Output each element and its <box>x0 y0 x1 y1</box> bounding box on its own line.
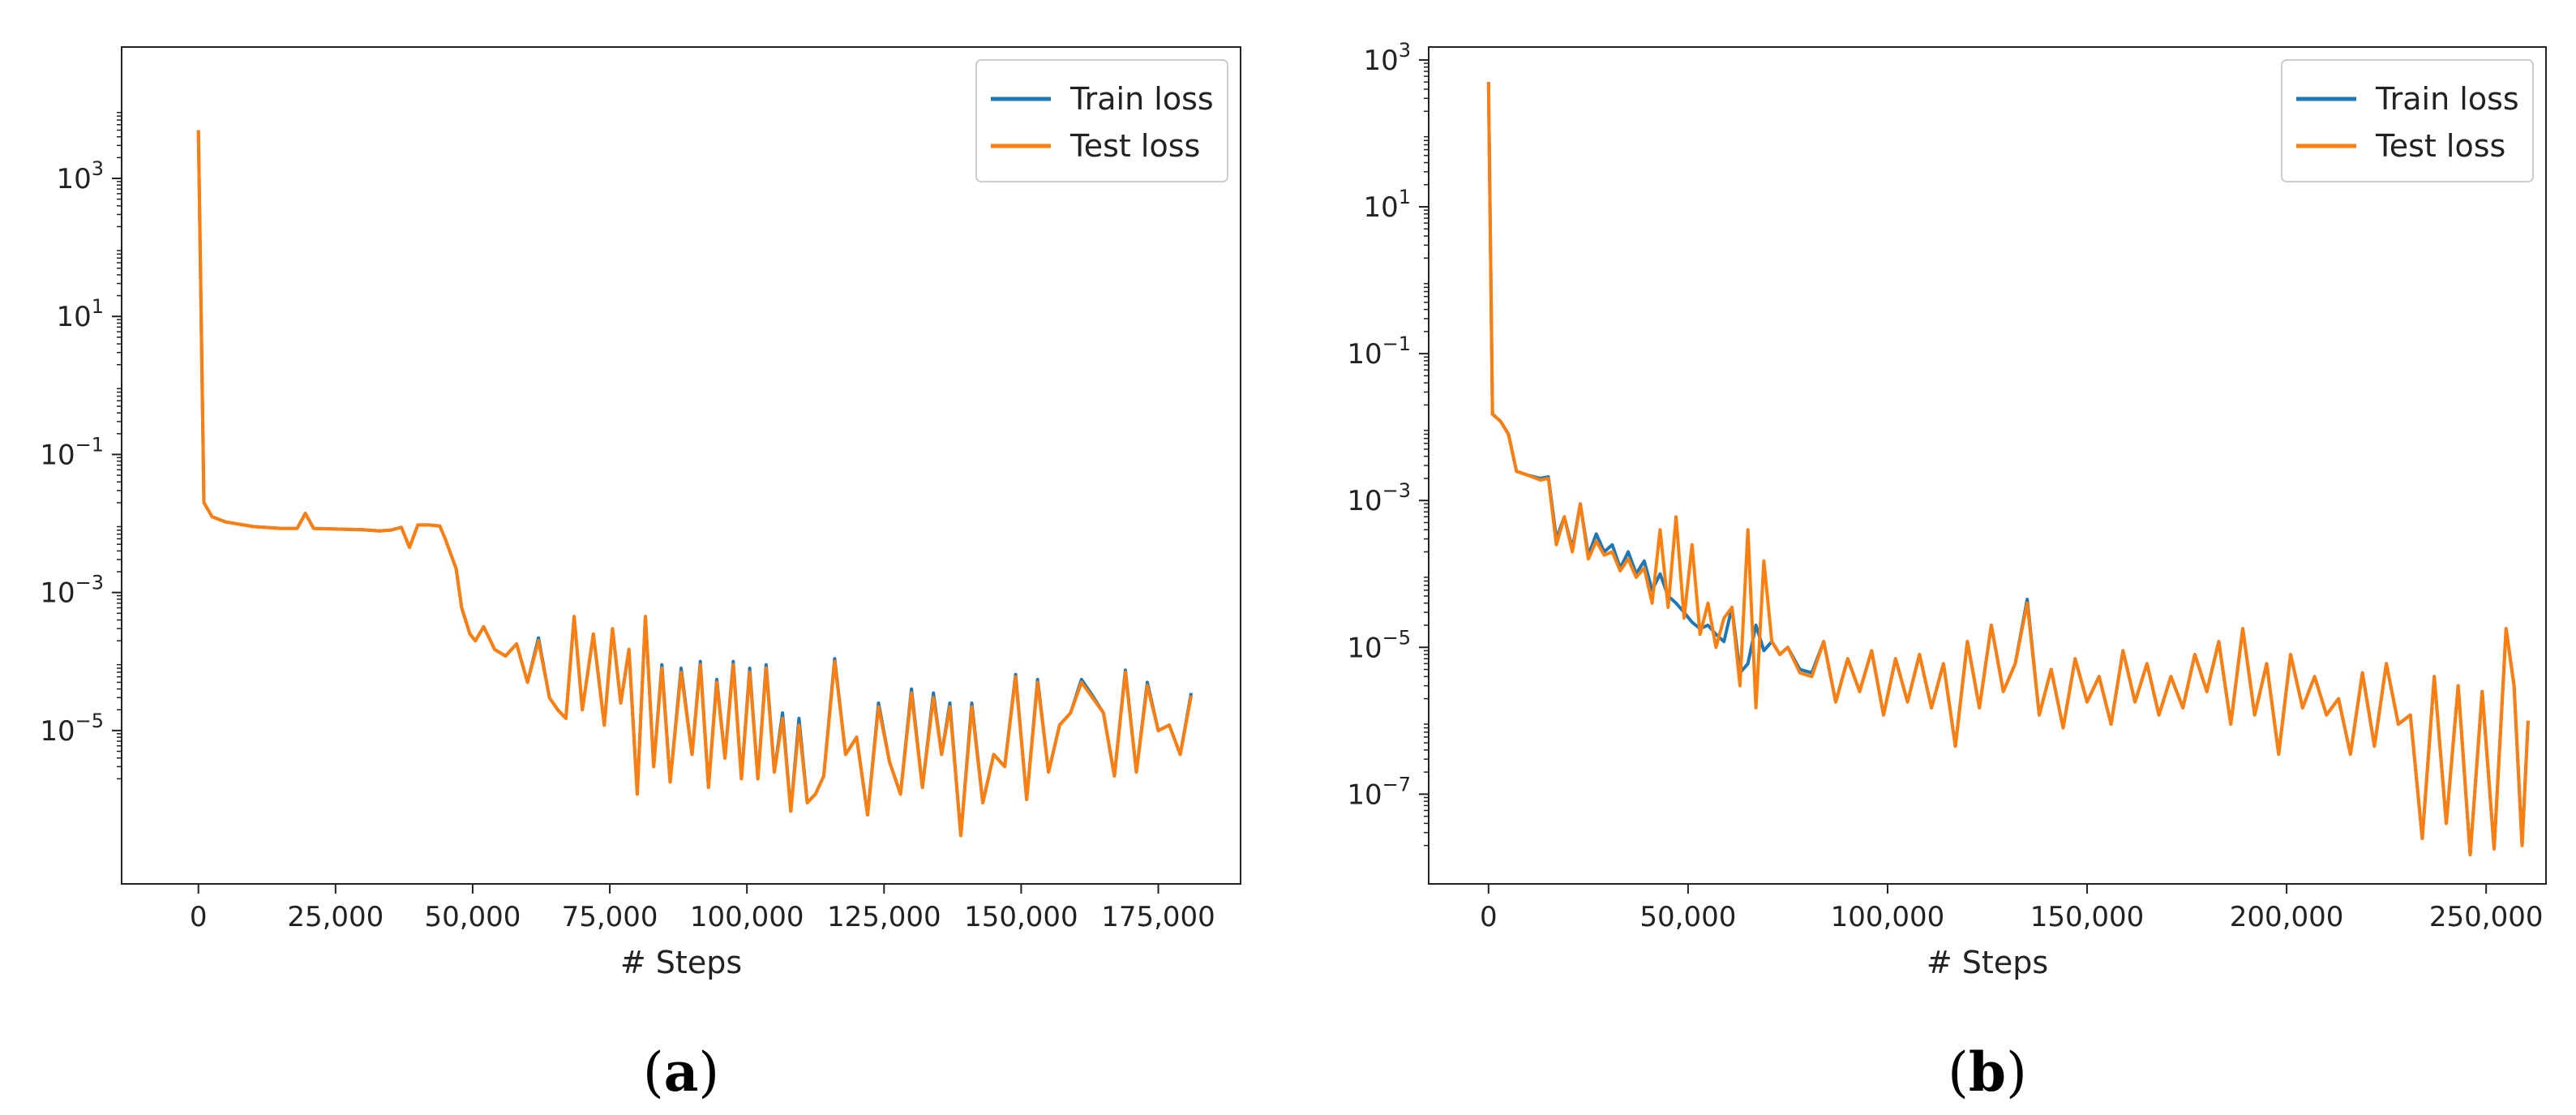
y-axis-ticks: 10−7 10−5 10−3 10−1 101 103 <box>1347 39 1429 847</box>
series-layer <box>196 130 1194 838</box>
panel-caption-b: (b) <box>1948 1040 2027 1104</box>
series-line-test <box>196 130 1194 838</box>
legend-test-label: Test loss <box>2375 128 2505 164</box>
legend: Train loss Test loss <box>975 59 1228 182</box>
x-tick-label: 175,000 <box>1101 901 1215 933</box>
panel-caption-a: (a) <box>643 1040 719 1104</box>
series-layer <box>1486 82 2530 856</box>
legend-train-label: Train loss <box>2375 81 2519 117</box>
legend-box <box>975 59 1228 182</box>
x-tick-label: 50,000 <box>424 901 521 933</box>
y-tick-label: 10−3 <box>1347 479 1411 517</box>
y-tick-label: 103 <box>56 157 104 195</box>
series-line-test <box>1486 82 2530 856</box>
y-axis-ticks: 10−5 10−3 10−1 101 103 <box>40 112 122 780</box>
y-tick-label: 101 <box>56 295 104 333</box>
legend: Train loss Test loss <box>2281 59 2534 182</box>
y-tick-label: 10−1 <box>1347 332 1411 371</box>
y-tick-label: 10−3 <box>40 572 104 610</box>
legend-box <box>2281 59 2534 182</box>
x-tick-label: 250,000 <box>2429 901 2544 933</box>
y-tick-label: 103 <box>1363 39 1411 77</box>
y-tick-label: 101 <box>1363 186 1411 224</box>
x-tick-label: 50,000 <box>1639 901 1736 933</box>
legend-train-label: Train loss <box>1069 81 1214 117</box>
x-tick-label: 0 <box>1480 901 1498 933</box>
x-tick-label: 100,000 <box>1831 901 1945 933</box>
x-axis-ticks: 0 25,000 50,000 75,000 100,000 125,000 150,000… <box>190 884 1215 933</box>
x-tick-label: 150,000 <box>2030 901 2145 933</box>
x-tick-label: 25,000 <box>287 901 384 933</box>
x-axis-ticks: 0 50,000 100,000 150,000 200,000 250,000 <box>1480 884 2543 933</box>
x-tick-label: 75,000 <box>562 901 658 933</box>
x-tick-label: 125,000 <box>827 901 941 933</box>
x-tick-label: 150,000 <box>964 901 1078 933</box>
x-axis-label: # Steps <box>620 945 742 980</box>
x-axis-label: # Steps <box>1927 945 2048 980</box>
x-tick-label: 100,000 <box>690 901 804 933</box>
x-tick-label: 200,000 <box>2230 901 2344 933</box>
chart-panel-b: 0 50,000 100,000 150,000 200,000 250,000 10−7… <box>1347 39 2547 1104</box>
y-tick-label: 10−5 <box>1347 626 1411 664</box>
x-tick-label: 0 <box>190 901 208 933</box>
y-tick-label: 10−5 <box>40 710 104 748</box>
legend-test-label: Test loss <box>1069 128 1200 164</box>
y-tick-label: 10−7 <box>1347 773 1411 811</box>
y-tick-label: 10−1 <box>40 433 104 471</box>
chart-panel-a: 0 25,000 50,000 75,000 100,000 125,000 150,000… <box>40 46 1241 1104</box>
